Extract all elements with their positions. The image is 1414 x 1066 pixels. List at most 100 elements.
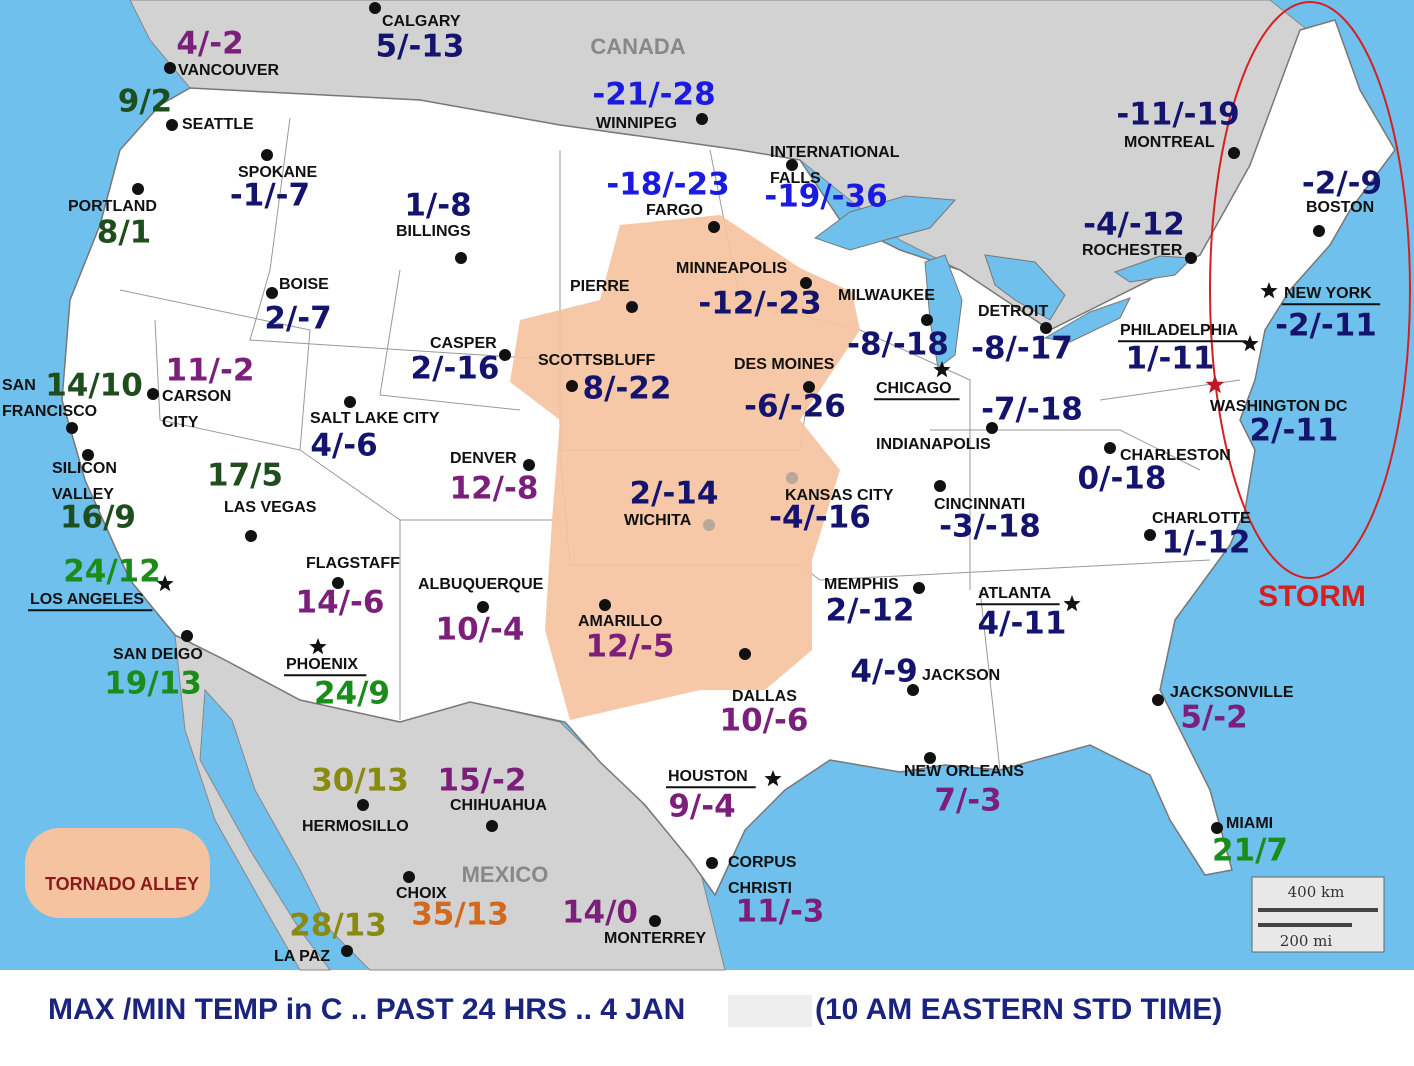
city-name: WICHITA xyxy=(624,512,692,529)
city-name: LAS VEGAS xyxy=(224,499,317,516)
city-name: PHOENIX xyxy=(286,656,358,673)
city-temp: 11/-2 xyxy=(166,353,255,389)
city-name: SAN xyxy=(2,377,36,394)
city-name: WASHINGTON DC xyxy=(1210,398,1348,415)
city-temp: -6/-26 xyxy=(744,389,846,425)
city-star xyxy=(156,575,174,592)
city-temp: 14/0 xyxy=(562,895,638,931)
city-name: SALT LAKE CITY xyxy=(310,410,440,427)
city-dot xyxy=(357,799,369,811)
city-temp: 4/-2 xyxy=(176,26,243,62)
city-temp: 12/-8 xyxy=(450,471,539,507)
scale-box xyxy=(1251,876,1385,953)
city-name: CHICAGO xyxy=(876,380,952,397)
city-temp: 9/-4 xyxy=(668,789,735,825)
city-temp: 2/-7 xyxy=(264,301,331,337)
region-label: CANADA xyxy=(590,34,685,59)
city-name: CINCINNATI xyxy=(934,496,1025,513)
city-dot xyxy=(800,277,812,289)
city-temp: -21/-28 xyxy=(592,77,715,113)
scale-mi: 200 mi xyxy=(1280,932,1333,950)
city-temp: 5/-2 xyxy=(1180,700,1247,736)
city-dot xyxy=(82,449,94,461)
city-dot xyxy=(913,582,925,594)
scale-bar: 400 km 200 mi xyxy=(1251,876,1385,953)
city-name: CHRISTI xyxy=(728,880,792,897)
city-dot xyxy=(986,422,998,434)
city-name: FLAGSTAFF xyxy=(306,555,400,572)
city-temp: -12/-23 xyxy=(698,286,821,322)
city-name: FRANCISCO xyxy=(2,403,97,420)
city-dot xyxy=(486,820,498,832)
city-name: CARSON xyxy=(162,388,231,405)
city-temp: 11/-3 xyxy=(736,894,825,930)
city-dot xyxy=(266,287,278,299)
city-dot xyxy=(649,915,661,927)
city-dot xyxy=(1152,694,1164,706)
city-name: CITY xyxy=(162,414,199,431)
city-star xyxy=(1241,335,1259,352)
city-temp: -4/-12 xyxy=(1083,207,1185,243)
city-star xyxy=(933,361,951,378)
city-dot xyxy=(523,459,535,471)
city-name: VANCOUVER xyxy=(178,62,279,79)
city-dot xyxy=(477,601,489,613)
legend-label: TORNADO ALLEY xyxy=(45,874,199,894)
city-name: SAN DEIGO xyxy=(113,646,203,663)
city-name: MIAMI xyxy=(1226,815,1273,832)
city-name: CHOIX xyxy=(396,885,447,902)
city-name: DES MOINES xyxy=(734,356,835,373)
city-dot xyxy=(1040,322,1052,334)
caption: (10 AM EASTERN STD TIME) xyxy=(815,993,1222,1026)
city-temp: 17/5 xyxy=(207,458,283,494)
city-name: BOISE xyxy=(279,276,329,293)
city-temp: 15/-2 xyxy=(438,763,527,799)
city-temp: 35/13 xyxy=(411,897,509,933)
city-temp: 2/-12 xyxy=(826,593,915,629)
city-dot xyxy=(1144,529,1156,541)
city-name: NEW YORK xyxy=(1284,285,1372,302)
lake-huron xyxy=(984,254,1066,321)
city-name: ALBUQUERQUE xyxy=(418,576,544,593)
city-temp: -8/-18 xyxy=(847,327,949,363)
city-star xyxy=(1063,595,1081,612)
city-name: CALGARY xyxy=(382,13,461,30)
city-name: CASPER xyxy=(430,335,497,352)
city-temp: 19/13 xyxy=(104,666,202,702)
city-temp: -1/-7 xyxy=(230,178,310,214)
city-temp: 8/1 xyxy=(97,215,151,251)
city-name: AMARILLO xyxy=(578,613,662,630)
city-dot xyxy=(341,945,353,957)
city-temp: -7/-18 xyxy=(981,392,1083,428)
city-temp: -11/-19 xyxy=(1116,97,1239,133)
caption-blank xyxy=(728,995,812,1027)
lake-ontario xyxy=(1113,255,1194,283)
city-name: PHILADELPHIA xyxy=(1120,322,1239,339)
city-name: DENVER xyxy=(450,450,517,467)
city-temp: -2/-9 xyxy=(1302,166,1382,202)
city-dot xyxy=(1185,252,1197,264)
city-temp: 9/2 xyxy=(118,84,172,120)
city-temp: 4/-11 xyxy=(978,606,1067,642)
city-dot xyxy=(696,113,708,125)
city-name: WINNIPEG xyxy=(596,115,677,132)
city-temp: 4/-6 xyxy=(310,428,377,464)
city-name: MONTREAL xyxy=(1124,134,1215,151)
city-dot xyxy=(181,630,193,642)
city-dot xyxy=(403,871,415,883)
city-dot xyxy=(907,684,919,696)
city-name: DETROIT xyxy=(978,303,1048,320)
city-temp: 5/-13 xyxy=(376,29,465,65)
city-name: SILICON xyxy=(52,460,117,477)
city-dot xyxy=(921,314,933,326)
city-name: NEW ORLEANS xyxy=(904,763,1024,780)
city-dot xyxy=(739,648,751,660)
city-name: CORPUS xyxy=(728,854,797,871)
city-name: KANSAS CITY xyxy=(785,487,894,504)
city-dot xyxy=(566,380,578,392)
city-dot xyxy=(934,480,946,492)
city-temp: 1/-11 xyxy=(1126,341,1215,377)
city-dot xyxy=(332,577,344,589)
city-dot xyxy=(245,530,257,542)
